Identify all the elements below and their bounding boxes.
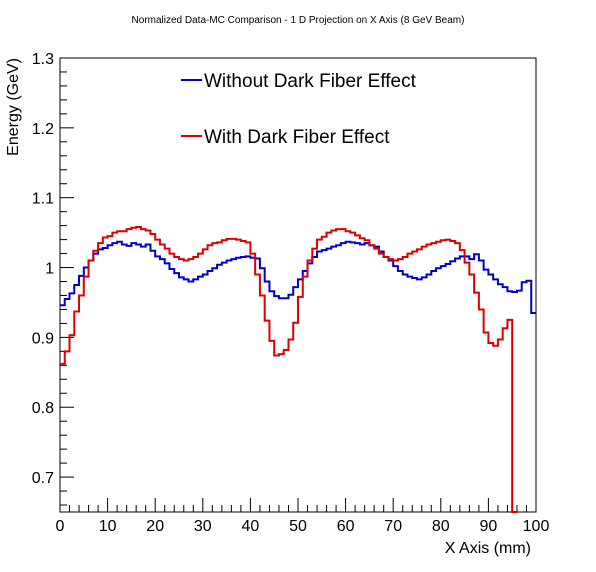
chart-title: Normalized Data-MC Comparison - 1 D Proj… [132,15,465,26]
y-tick-label: 0.7 [32,470,54,487]
y-tick-label: 1 [45,261,54,278]
x-tick-label: 10 [99,518,117,535]
legend-label-without-dark-fiber: Without Dark Fiber Effect [204,71,417,92]
x-tick-label: 90 [480,518,498,535]
series-line-1 [60,226,517,513]
y-tick-label: 1.1 [32,191,54,208]
legend-label-with-dark-fiber: With Dark Fiber Effect [204,127,390,148]
x-tick-label: 60 [337,518,355,535]
y-tick-label: 1.2 [32,121,54,138]
y-tick-label: 0.9 [32,330,54,347]
x-tick-label: 20 [146,518,164,535]
x-tick-label: 70 [384,518,402,535]
x-tick-label: 30 [194,518,212,535]
legend: Without Dark Fiber Effect With Dark Fibe… [181,71,417,148]
y-tick-label: 0.8 [32,400,54,417]
x-tick-label: 80 [432,518,450,535]
x-tick-label: 0 [56,518,65,535]
axis-ticks [59,57,537,512]
x-tick-label: 100 [523,518,550,535]
y-axis-label: Energy (GeV) [5,58,22,156]
series-line-0 [60,240,536,314]
x-tick-label: 50 [289,518,307,535]
x-tick-label: 40 [242,518,260,535]
x-axis-label: X Axis (mm) [445,540,531,557]
tick-labels: 0 10 20 30 40 50 60 70 80 90 100 0.7 0.8 0.9 1 1.1 1.2 1.… [32,51,550,535]
y-tick-label: 1.3 [32,51,54,68]
series-layer [60,226,536,513]
